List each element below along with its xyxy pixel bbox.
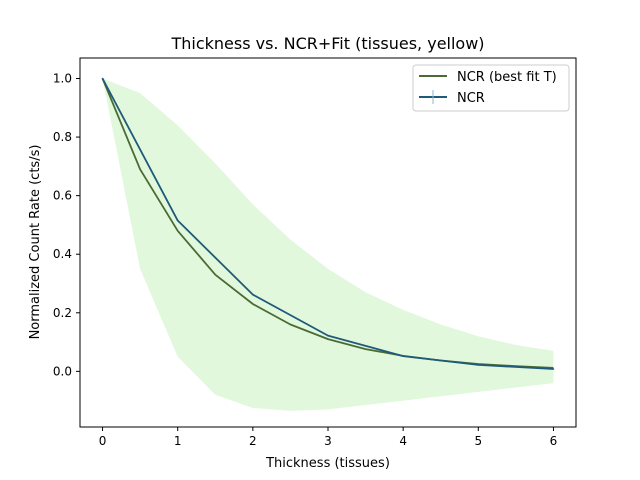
data-point-ncr — [402, 355, 404, 357]
x-tick-label: 0 — [99, 434, 107, 448]
x-axis-label: Thickness (tissues) — [265, 456, 390, 471]
y-tick-label: 0.8 — [53, 130, 72, 144]
y-tick-label: 0.0 — [53, 364, 72, 378]
x-tick-label: 1 — [174, 434, 182, 448]
data-point-ncr — [552, 368, 555, 370]
x-tick-label: 4 — [399, 434, 407, 448]
y-axis-label: Normalized Count Rate (cts/s) — [28, 145, 43, 340]
confidence-band-layer — [102, 78, 554, 411]
chart-title: Thickness vs. NCR+Fit (tissues, yellow) — [170, 34, 484, 53]
y-tick-label: 0.6 — [53, 189, 72, 203]
data-point-ncr — [477, 364, 480, 366]
y-axis: 0.0 0.2 0.4 0.6 0.8 1.0 — [53, 72, 80, 378]
data-point-ncr — [101, 77, 104, 80]
y-tick-label: 0.4 — [53, 247, 72, 261]
y-tick-label: 1.0 — [53, 72, 72, 86]
data-point-ncr — [176, 219, 179, 222]
x-tick-label: 6 — [550, 434, 558, 448]
legend-box — [412, 64, 570, 112]
x-tick-label: 3 — [324, 434, 332, 448]
legend: NCR (best fit T) NCR — [412, 64, 570, 112]
x-tick-label: 5 — [474, 434, 482, 448]
series-layer — [101, 77, 555, 370]
x-tick-label: 2 — [249, 434, 257, 448]
data-point-ncr — [252, 293, 254, 296]
data-point-ncr — [327, 334, 329, 337]
legend-label-ncr: NCR — [457, 91, 485, 106]
legend-label-best-fit: NCR (best fit T) — [457, 70, 557, 85]
y-tick-label: 0.2 — [53, 306, 72, 320]
confidence-band — [102, 78, 554, 411]
x-axis: 0 1 2 3 4 5 6 — [99, 427, 558, 448]
